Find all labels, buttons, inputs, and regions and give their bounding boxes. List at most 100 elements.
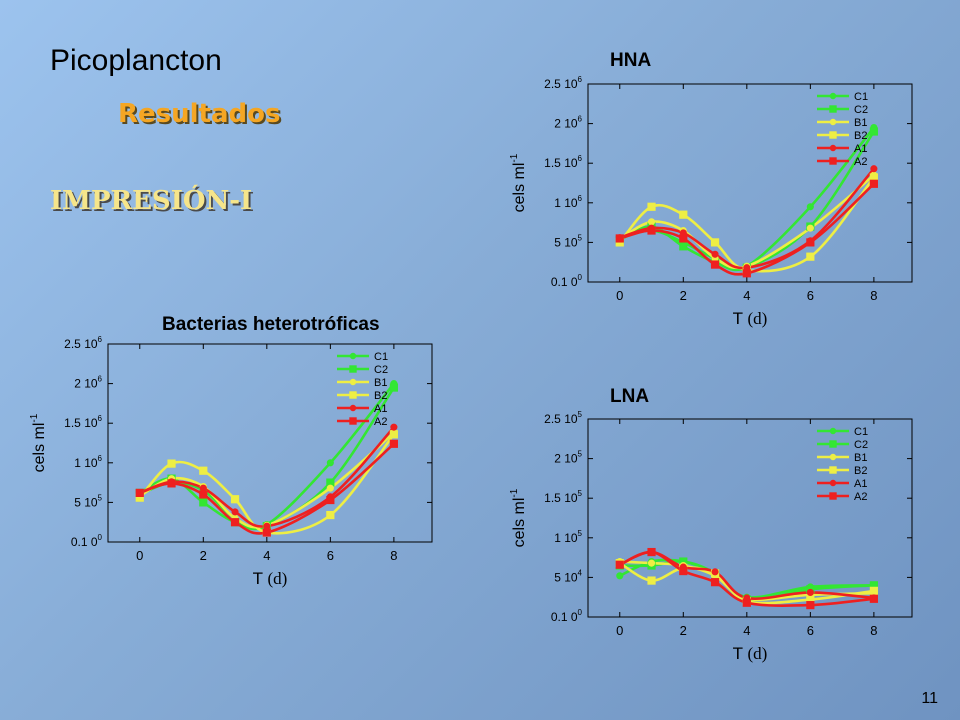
legend-marker-A1: [349, 404, 357, 412]
legend-label-C1: C1: [374, 351, 388, 363]
data-point-A2: [615, 560, 624, 569]
legend-label-C2: C2: [374, 364, 388, 376]
hna-chart-title: HNA: [610, 50, 652, 71]
legend-marker-B1: [829, 118, 837, 126]
slide-heading: IMPRESIÓN-I: [50, 186, 253, 216]
data-point-A2: [647, 226, 656, 235]
x-axis-unit: (d): [747, 644, 767, 663]
data-point-A2: [679, 566, 688, 576]
y-tick-label: 1.5 106: [544, 154, 582, 170]
y-tick-exponent: 4: [578, 568, 583, 577]
x-tick-label: 6: [807, 288, 814, 303]
y-tick-exponent: 5: [578, 529, 583, 538]
y-tick-label: 1.5 106: [64, 414, 102, 430]
legend-marker-A1: [829, 144, 837, 152]
legend-marker-A2: [829, 157, 837, 165]
data-point-C2: [869, 127, 878, 136]
series-line-C2: [619, 130, 875, 272]
x-axis-label: T (d): [733, 309, 768, 328]
series-line-A1: [619, 550, 875, 601]
data-point-C1: [326, 459, 334, 467]
legend-label-C2: C2: [854, 104, 868, 116]
y-tick-exponent: 0: [98, 533, 103, 542]
data-point-A2: [199, 490, 208, 499]
data-point-A1: [870, 165, 878, 173]
data-point-A1: [199, 484, 207, 492]
data-point-A2: [262, 528, 271, 537]
data-point-A1: [390, 423, 398, 431]
legend-label-C1: C1: [854, 426, 868, 438]
y-tick-label: 5 105: [74, 493, 102, 509]
data-point-A2: [742, 269, 751, 278]
legend-marker-B1: [349, 378, 357, 386]
legend-label-B2: B2: [854, 465, 867, 477]
y-tick-exponent: 6: [98, 375, 103, 384]
series-markers: [135, 380, 398, 537]
y-tick-exponent: 6: [578, 154, 583, 163]
y-tick-exponent: 6: [98, 335, 103, 344]
bact-chart: 0.1 00 5 105 1 106 1.5 106 2 106 2.5 106 0 2 4 6 8…: [29, 335, 433, 588]
data-point-A2: [742, 598, 751, 607]
legend-marker-C1: [349, 352, 357, 360]
data-point-B1: [326, 484, 334, 492]
data-point-A1: [231, 508, 239, 516]
plot-frame: [107, 343, 433, 543]
y-axis-label: cels ml-1: [509, 153, 528, 212]
y-axis-exponent: -1: [509, 153, 520, 162]
y-axis-label: cels ml-1: [509, 488, 528, 547]
data-point-C2: [679, 242, 688, 251]
legend-marker-A2: [829, 492, 837, 500]
y-tick-label: 0.1 00: [551, 608, 583, 624]
y-tick-label: 2 105: [554, 450, 582, 466]
legend-label-A2: A2: [374, 416, 387, 428]
x-tick-label: 2: [200, 548, 207, 563]
legend-label-A1: A1: [854, 478, 867, 490]
slide-subtitle: Resultados: [118, 99, 281, 129]
legend-marker-C2: [829, 440, 837, 448]
data-point-A2: [389, 439, 398, 448]
legend-label-C1: C1: [854, 91, 868, 103]
data-point-A1: [711, 250, 719, 258]
legend-marker-C2: [349, 365, 357, 373]
series-markers: [615, 547, 878, 610]
legend-label-A2: A2: [854, 491, 867, 503]
y-tick-label: 2 106: [554, 115, 582, 131]
legend-label-B1: B1: [374, 377, 387, 389]
legend-marker-C1: [829, 92, 837, 100]
series-lines: [138, 382, 395, 535]
data-point-B2: [679, 210, 688, 219]
data-point-A1: [263, 522, 271, 530]
data-point-B2: [710, 238, 720, 247]
slide-title: Picoplancton: [50, 44, 222, 77]
y-tick-exponent: 5: [578, 450, 583, 459]
lna-chart: 0.1 00 5 104 1 105 1.5 105 2 105 2.5 105 0 2 4 6 8…: [509, 410, 913, 663]
lna-chart-title: LNA: [610, 386, 650, 407]
data-point-B1: [647, 559, 656, 567]
legend-marker-C2: [829, 105, 837, 113]
y-tick-exponent: 6: [98, 414, 103, 423]
x-tick-label: 6: [327, 548, 334, 563]
data-point-B2: [199, 466, 208, 475]
y-tick-label: 2.5 106: [64, 335, 102, 351]
plot-frame: [587, 418, 913, 618]
legend-label-B1: B1: [854, 452, 867, 464]
hna-chart: 0.1 00 5 105 1 106 1.5 106 2 106 2.5 106 0 2 4 6 8…: [509, 75, 913, 328]
data-point-A2: [710, 260, 720, 269]
data-point-B1: [806, 224, 814, 232]
data-point-A2: [710, 578, 720, 587]
x-tick-label: 4: [743, 623, 750, 638]
data-point-A2: [806, 238, 815, 247]
data-point-A2: [326, 495, 335, 505]
x-tick-label: 8: [870, 623, 877, 638]
y-tick-label: 1 106: [554, 194, 582, 210]
y-tick-label: 2.5 105: [544, 410, 582, 426]
x-tick-label: 0: [616, 288, 623, 303]
x-tick-label: 2: [680, 623, 687, 638]
data-point-A2: [869, 594, 878, 603]
data-point-A2: [230, 518, 240, 527]
y-tick-exponent: 6: [578, 115, 583, 124]
data-point-A2: [167, 479, 176, 488]
bact-chart-title: Bacterias heterotróficas: [162, 314, 380, 335]
x-axis-unit: (d): [747, 309, 767, 328]
